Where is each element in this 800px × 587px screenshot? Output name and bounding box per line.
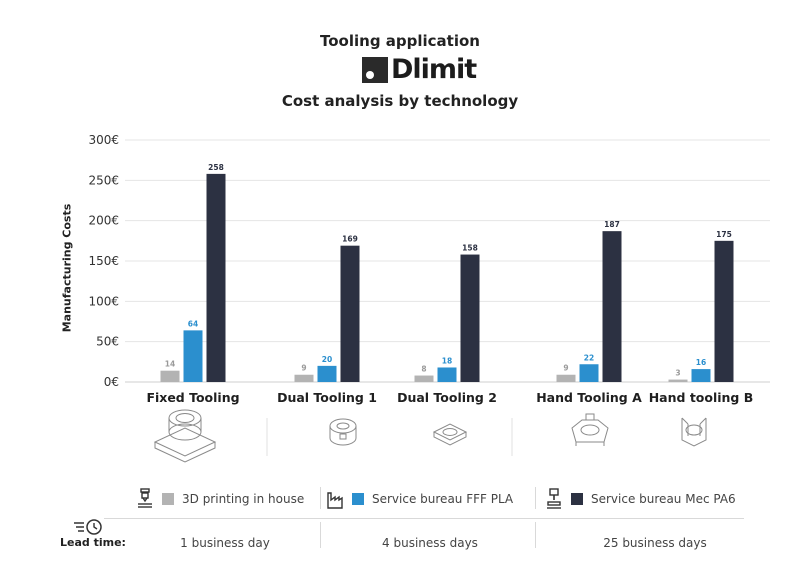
lead-time-divider — [320, 522, 321, 548]
data-label: 3 — [675, 369, 680, 378]
bar — [668, 379, 688, 382]
factory-icon — [327, 492, 343, 509]
data-label: 16 — [696, 358, 706, 367]
3d-printer-icon — [138, 488, 152, 508]
x-tick-label: Dual Tooling 2 — [397, 390, 497, 405]
bar — [160, 370, 180, 382]
bar — [714, 240, 734, 382]
lead-time-value: 4 business days — [382, 536, 478, 550]
hand-tooling-b-part-icon — [681, 417, 707, 447]
y-tick-label: 300€ — [88, 133, 119, 147]
bar — [691, 369, 711, 382]
y-tick-label: 50€ — [96, 335, 119, 349]
y-tick-label: 0€ — [104, 375, 119, 389]
y-tick-label: 100€ — [88, 294, 119, 308]
data-label: 9 — [563, 364, 568, 373]
bar — [294, 374, 314, 382]
logo-text: Dlimit — [391, 54, 477, 85]
legend-divider — [535, 487, 536, 509]
fast-clock-icon — [74, 519, 102, 535]
data-label: 258 — [208, 163, 224, 172]
data-label: 158 — [462, 244, 478, 253]
dual-tooling-2-part-icon — [432, 423, 468, 446]
bar — [602, 231, 622, 382]
y-axis-label: Manufacturing Costs — [60, 203, 74, 333]
data-label: 18 — [442, 356, 452, 365]
hand-tooling-a-part-icon — [571, 413, 609, 446]
bar — [460, 254, 480, 382]
x-tick-label: Hand tooling B — [649, 390, 754, 405]
fixed-tooling-part-icon — [153, 409, 217, 463]
chart-subtitle: Cost analysis by technology — [281, 92, 519, 110]
bar — [183, 330, 203, 382]
brand-logo: Dlimit — [362, 54, 477, 85]
bar — [437, 367, 457, 382]
legend-divider — [320, 487, 321, 509]
bar — [206, 173, 226, 382]
bar — [340, 245, 360, 382]
legend: 3D printing in house Service bureau FFF … — [0, 485, 800, 515]
bar — [556, 374, 576, 382]
legend-swatch — [352, 493, 364, 505]
dual-tooling-1-part-icon — [329, 418, 357, 446]
data-label: 22 — [584, 353, 594, 362]
x-tick-label: Fixed Tooling — [146, 390, 239, 405]
bar — [414, 375, 434, 382]
bar — [317, 365, 337, 382]
legend-swatch — [571, 493, 583, 505]
chart-title: Tooling application — [320, 32, 480, 50]
x-tick-label: Hand Tooling A — [536, 390, 642, 405]
cnc-mill-icon — [547, 488, 561, 509]
legend-label: Service bureau Mec PA6 — [591, 492, 736, 506]
lead-time-divider — [535, 522, 536, 548]
lead-time-label: Lead time: — [60, 536, 126, 549]
data-label: 9 — [301, 364, 306, 373]
bar — [579, 364, 599, 382]
data-label: 64 — [188, 319, 198, 328]
data-label: 20 — [322, 355, 332, 364]
legend-item-in-house: 3D printing in house — [136, 485, 304, 513]
lead-time-value: 25 business days — [603, 536, 707, 550]
data-label: 8 — [421, 365, 426, 374]
data-label: 187 — [604, 220, 620, 229]
legend-label: 3D printing in house — [182, 492, 305, 506]
legend-item-mec-pa6: Service bureau Mec PA6 — [545, 485, 736, 513]
data-label: 169 — [342, 235, 358, 244]
lead-time-row: Lead time: 1 business day 4 business day… — [0, 518, 800, 568]
x-tick-label: Dual Tooling 1 — [277, 390, 377, 405]
y-tick-label: 200€ — [88, 214, 119, 228]
logo-mark-icon — [362, 57, 388, 83]
legend-item-fff-pla: Service bureau FFF PLA — [326, 485, 513, 513]
divider — [104, 518, 744, 519]
y-tick-label: 250€ — [88, 173, 119, 187]
data-label: 175 — [716, 230, 732, 239]
legend-label: Service bureau FFF PLA — [372, 492, 514, 506]
data-label: 14 — [165, 360, 175, 369]
y-tick-label: 150€ — [88, 254, 119, 268]
lead-time-value: 1 business day — [180, 536, 270, 550]
legend-swatch — [162, 493, 174, 505]
